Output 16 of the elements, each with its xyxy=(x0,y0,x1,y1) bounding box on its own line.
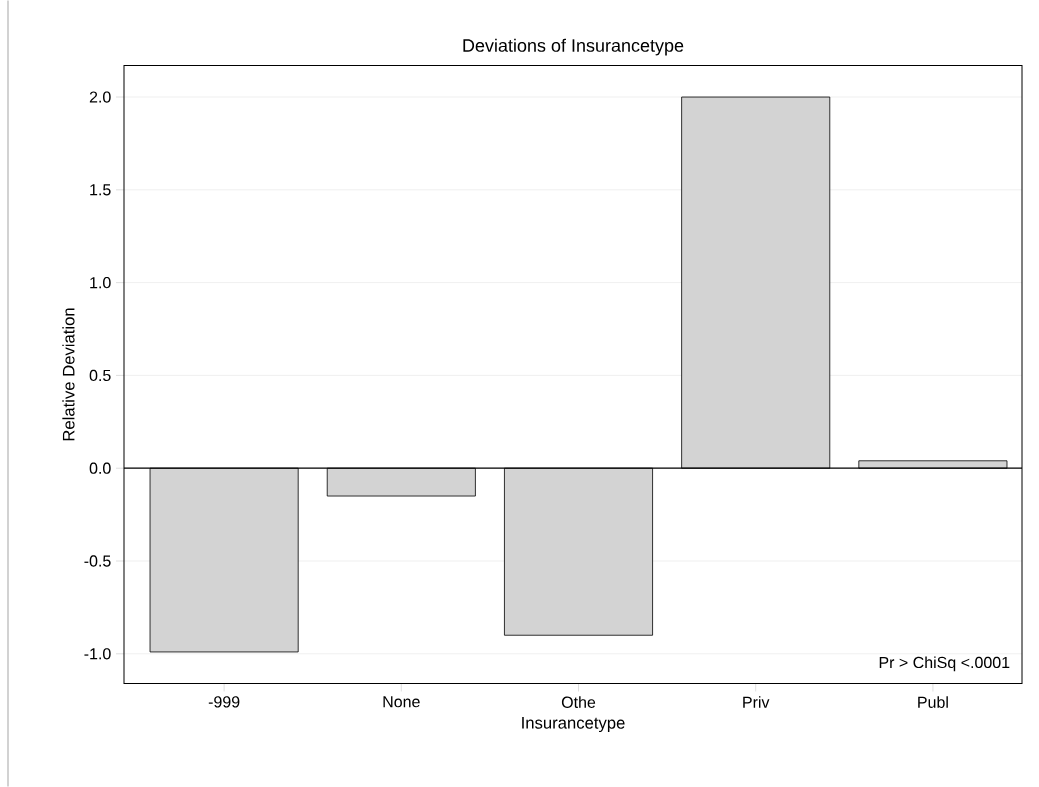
y-tick-label: 2.0 xyxy=(89,91,111,103)
x-axis-title: Insurancetype xyxy=(522,717,625,733)
y-axis-title: Relative Deviation xyxy=(62,308,75,441)
y-tick-label: -0.5 xyxy=(84,555,111,567)
y-tick-label: -1.0 xyxy=(84,648,111,660)
x-tick-label: Publ xyxy=(918,696,948,708)
y-tick-label: 1.0 xyxy=(90,276,111,289)
y-tick-label: 1.5 xyxy=(90,184,111,196)
chart-title: Deviations of Insurancetype xyxy=(463,38,684,56)
x-tick-label: -999 xyxy=(208,696,240,708)
y-tick-label: 0.5 xyxy=(89,369,111,382)
x-tick-label: Priv xyxy=(743,696,770,708)
x-tick-label: Othe xyxy=(561,696,596,708)
y-tick-label: 0.0 xyxy=(89,462,111,474)
x-tick-label: None xyxy=(383,696,420,708)
annotation: Pr > ChiSq <.0001 xyxy=(879,656,1010,672)
